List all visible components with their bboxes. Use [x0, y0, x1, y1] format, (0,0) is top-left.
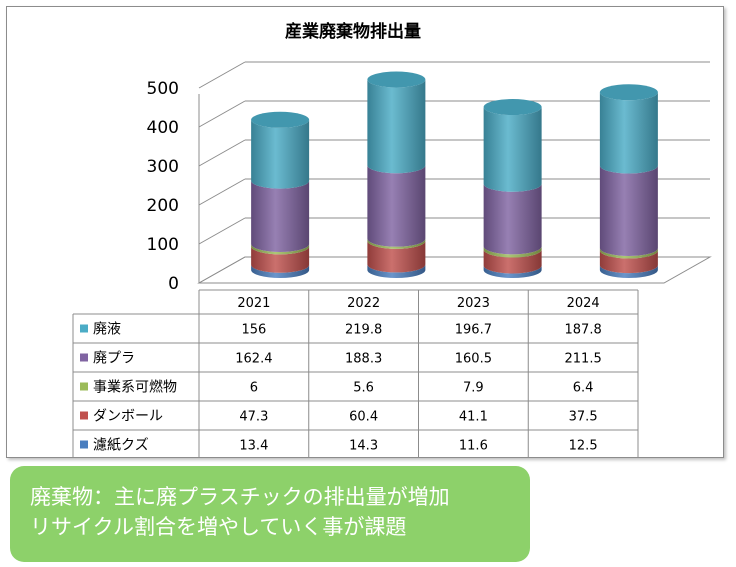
summary-line-2: リサイクル割合を増やしていく事が課題	[30, 515, 407, 539]
gridline-diagonal	[198, 61, 246, 89]
bar-segment	[483, 249, 542, 274]
legend-swatch	[80, 411, 88, 420]
table-cell-value: 156	[241, 323, 266, 338]
chart-bars	[251, 71, 658, 278]
bar-segment	[599, 92, 658, 174]
gridline-diagonal	[198, 100, 246, 128]
y-tick-label: 500	[147, 79, 179, 99]
table-cell-value: 37.5	[569, 410, 598, 425]
legend-swatch	[80, 353, 88, 362]
table-cell-value: 60.4	[349, 410, 378, 425]
legend-label: 事業系可燃物	[93, 379, 177, 396]
bar-segment	[251, 119, 310, 189]
gridline-diagonal	[198, 256, 246, 284]
legend-label: 廃プラ	[93, 350, 135, 367]
legend-label: 廃液	[93, 321, 121, 338]
bar-segment	[483, 246, 542, 258]
table-header-year: 2022	[347, 296, 380, 311]
bar-segment	[599, 250, 658, 274]
bar-segment	[367, 240, 426, 273]
table-header-year: 2024	[567, 296, 600, 311]
y-tick-label: 0	[168, 274, 179, 294]
bar-stack	[483, 99, 542, 278]
bar-segment	[483, 265, 542, 278]
table-cell-value: 188.3	[345, 352, 382, 367]
legend-label: ダンボール	[93, 409, 163, 425]
table-cell-value: 11.6	[459, 439, 488, 454]
table-cell-value: 6.4	[573, 381, 594, 396]
bar-stack	[599, 84, 658, 278]
bar-segment	[483, 107, 542, 192]
table-cell-value: 12.5	[569, 439, 598, 454]
legend-swatch	[80, 324, 88, 333]
bar-top	[367, 71, 426, 88]
gridline-diagonal	[198, 139, 246, 167]
gridline-diagonal	[198, 178, 246, 206]
table-cell-value: 6	[250, 381, 258, 396]
bar-segment	[367, 264, 426, 278]
table-cell-value: 13.4	[239, 439, 268, 454]
summary-line-1: 廃棄物：主に廃プラスチックの排出量が増加	[30, 485, 450, 509]
data-table: 2021 2022 2023 2024 廃液 156 219.8 196.7 187.8 廃プラ 1…	[72, 289, 639, 457]
legend-label: 濾紙クズ	[93, 438, 149, 454]
table-cell-value: 211.5	[565, 352, 602, 367]
table-cell-value: 196.7	[455, 323, 492, 338]
table-cell-value: 47.3	[239, 410, 268, 425]
bar-segment	[251, 264, 310, 278]
bar-segment	[483, 183, 542, 255]
bar-segment	[599, 165, 658, 257]
bar-segment	[251, 246, 310, 273]
table-cell-value: 7.9	[463, 381, 484, 396]
gridline-diagonal	[198, 217, 246, 245]
table-header-year: 2021	[237, 296, 270, 311]
chart-title: 産業廃棄物排出量	[285, 21, 421, 42]
bar-segment	[599, 248, 658, 259]
table-cell-value: 160.5	[455, 352, 492, 367]
y-tick-label: 200	[147, 196, 179, 216]
bar-segment	[367, 238, 426, 249]
y-axis: 0 100 200 300 400 500	[147, 79, 179, 294]
table-cell-value: 187.8	[565, 323, 602, 338]
bar-segment	[251, 180, 310, 252]
bar-top	[251, 111, 310, 128]
table-header-year: 2023	[457, 296, 490, 311]
chart-frame: 産業廃棄物排出量 0 100 200 300 400 500 2021 2022 2023 20…	[6, 6, 724, 458]
bar-stack	[367, 71, 426, 278]
bar-top	[483, 99, 542, 116]
bar-top	[599, 84, 658, 101]
bar-stack	[251, 111, 310, 278]
bar-segment	[367, 165, 426, 247]
legend-swatch	[80, 382, 88, 391]
y-tick-label: 400	[147, 118, 179, 138]
table-cell-value: 219.8	[345, 323, 382, 338]
table-cell-value: 14.3	[349, 439, 378, 454]
bar-segment	[367, 79, 426, 174]
bar-segment	[251, 243, 310, 255]
table-cell-value: 162.4	[235, 352, 272, 367]
table-cell-value: 41.1	[459, 410, 488, 425]
table-cell-value: 5.6	[353, 381, 374, 396]
bar-segment	[599, 265, 658, 278]
y-tick-label: 300	[147, 157, 179, 177]
legend-swatch	[80, 440, 88, 449]
y-tick-label: 100	[147, 235, 179, 255]
summary-callout: 廃棄物：主に廃プラスチックの排出量が増加 リサイクル割合を増やしていく事が課題	[10, 466, 530, 562]
